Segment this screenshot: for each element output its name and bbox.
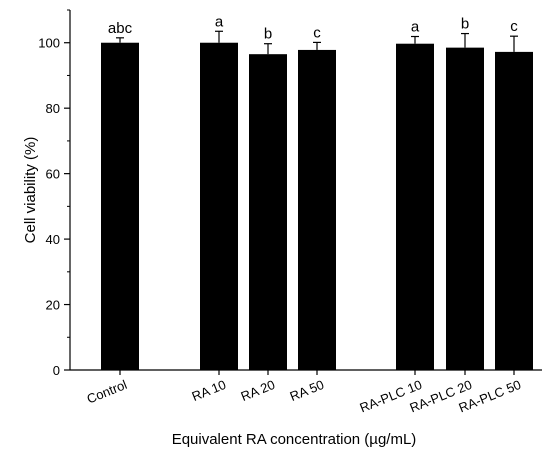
significance-label: c xyxy=(510,18,518,35)
significance-label: abc xyxy=(108,20,133,37)
y-tick-label: 0 xyxy=(53,363,60,378)
significance-label: a xyxy=(215,13,224,30)
x-tick-label: Control xyxy=(85,377,130,407)
y-axis: 0 20 40 60 80 100 xyxy=(38,9,71,378)
bar xyxy=(495,51,533,371)
bar xyxy=(396,43,434,370)
y-tick-label: 80 xyxy=(46,101,60,116)
y-tick-label: 20 xyxy=(46,298,60,313)
significance-label: b xyxy=(461,16,469,33)
bar xyxy=(101,42,139,371)
annotations-group: abc ab c a b c xyxy=(108,13,518,42)
bar xyxy=(298,49,336,370)
bar xyxy=(446,47,484,371)
bar xyxy=(249,54,287,370)
significance-label: c xyxy=(313,24,321,41)
y-tick-label: 60 xyxy=(46,167,60,182)
y-axis-title: Cell viability (%) xyxy=(22,137,39,244)
x-tick-label: RA 10 xyxy=(190,377,228,404)
x-axis-title: Equivalent RA concentration (µg/mL) xyxy=(172,431,417,448)
y-tick-label: 40 xyxy=(46,232,60,247)
bar xyxy=(200,42,238,371)
significance-label: b xyxy=(264,26,272,43)
y-tick-label: 100 xyxy=(38,36,60,51)
bars-group xyxy=(101,42,533,371)
x-tick-label: RA 20 xyxy=(239,377,277,404)
x-tick-label: RA 50 xyxy=(288,377,326,404)
error-bars-group xyxy=(116,30,518,55)
significance-label: a xyxy=(411,19,420,36)
